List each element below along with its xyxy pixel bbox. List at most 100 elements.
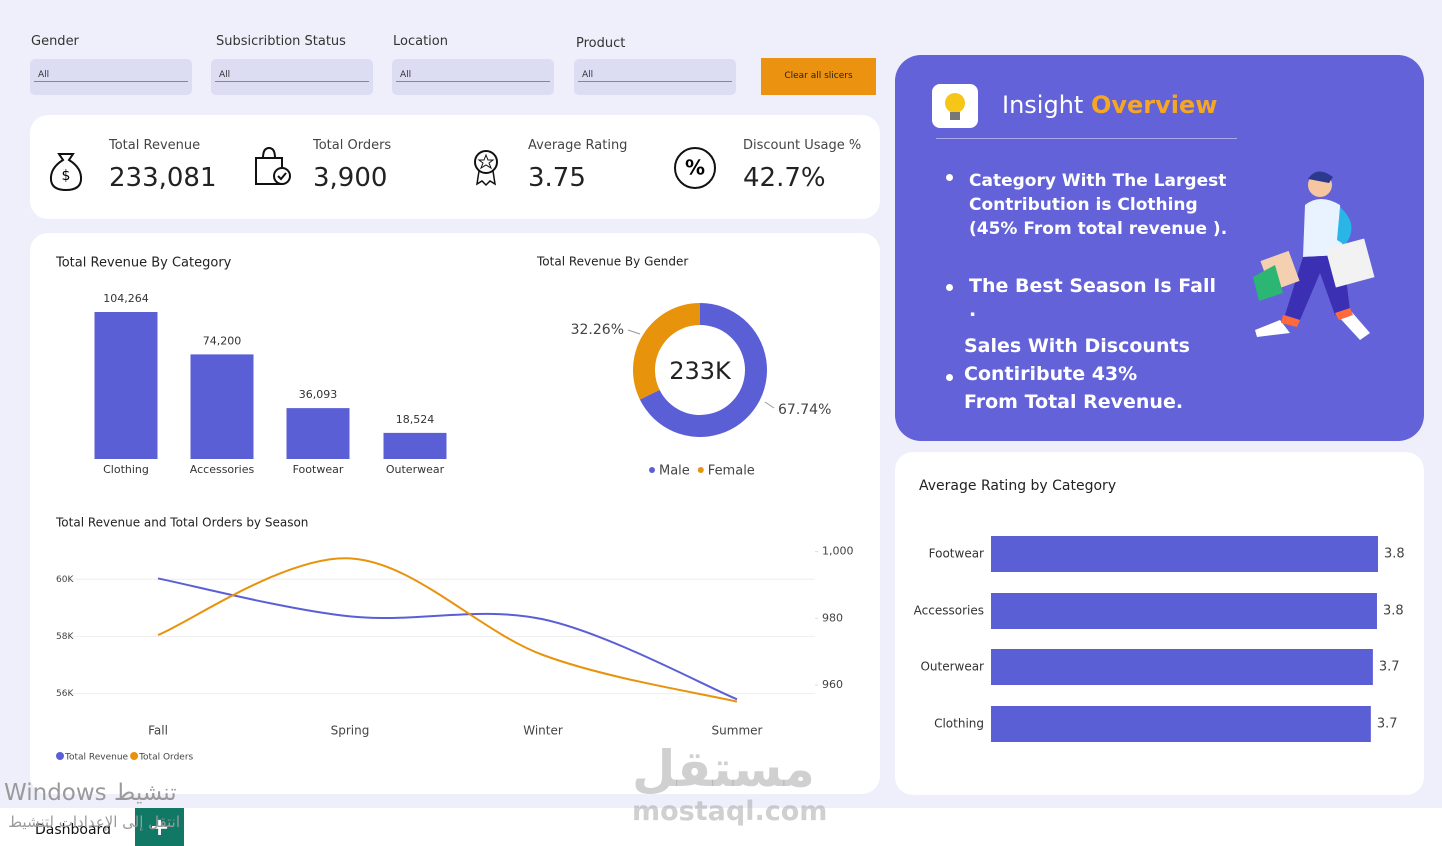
legend-marker xyxy=(697,467,704,473)
clear-button[interactable]: Clear all slicers xyxy=(761,58,876,95)
slicer-label: Gender xyxy=(31,34,79,49)
bar xyxy=(991,706,1371,742)
x-tick-label: Clothing xyxy=(103,463,149,476)
value-label: 18,524 xyxy=(396,413,435,426)
percent-icon: % xyxy=(674,147,716,189)
divider xyxy=(936,138,1237,139)
value-label: 36,093 xyxy=(299,388,338,401)
x-tick-label: Outerwear xyxy=(386,463,445,476)
slicer-value[interactable]: All xyxy=(34,62,188,82)
legend-marker xyxy=(130,752,139,760)
value-label: 74,200 xyxy=(203,334,242,347)
watermark: mostaql.com xyxy=(632,796,828,827)
slicer-value[interactable]: All xyxy=(396,62,550,82)
bar xyxy=(991,536,1378,572)
kpi-value: 3,900 xyxy=(313,163,388,193)
award-icon xyxy=(474,150,498,187)
bullet-dot xyxy=(946,174,953,181)
kpi-label: Discount Usage % xyxy=(743,138,862,153)
slicer-label: Product xyxy=(576,36,626,51)
kpi-value: 42.7% xyxy=(743,163,826,193)
insight-bullet: The Best Season Is Fall . xyxy=(969,275,1216,321)
slicer-value[interactable]: All xyxy=(215,62,369,82)
kpi-label: Total Revenue xyxy=(109,138,201,153)
insight-highlight: Overview xyxy=(1090,91,1218,119)
value-label: 3.8 xyxy=(1383,604,1404,619)
insight-title: Insight Overview xyxy=(1002,91,1217,119)
kpi-label: Total Orders xyxy=(313,138,392,153)
insight-title-text: Insight xyxy=(1002,91,1084,119)
donut-slice xyxy=(633,303,700,400)
svg-text:%: % xyxy=(685,156,705,180)
value-label: 3.7 xyxy=(1379,660,1400,675)
add-page-button[interactable]: + xyxy=(135,808,184,846)
slicer-value[interactable]: All xyxy=(578,62,732,82)
watermark: Windows تنشيط xyxy=(4,780,177,806)
insight-panel: Insight Overview Category With The Large… xyxy=(895,55,1424,441)
y-tick-label: Outerwear xyxy=(920,660,984,674)
x-tick-label: Fall xyxy=(148,724,168,738)
y-tick-label: Footwear xyxy=(929,547,984,561)
y2-tick-label: 980 xyxy=(822,611,843,624)
donut-center-label: 233K xyxy=(669,357,732,385)
page-tab[interactable]: Dashboard xyxy=(35,822,111,838)
bullet-dot xyxy=(946,284,953,291)
money-icon: $ xyxy=(49,153,83,192)
slicer[interactable]: All xyxy=(30,59,192,95)
watermark: مستقل xyxy=(632,740,815,798)
y-tick-label: 60K xyxy=(56,575,74,585)
leader-line xyxy=(764,401,775,409)
value-label: 32.26% xyxy=(571,322,624,338)
x-tick-label: Summer xyxy=(712,724,763,738)
bag-icon xyxy=(255,146,291,185)
value-label: 3.8 xyxy=(1384,547,1405,562)
chart-title: Total Revenue By Gender xyxy=(536,255,688,269)
slicer[interactable]: All xyxy=(392,59,554,95)
slicer[interactable]: All xyxy=(574,59,736,95)
leader-line xyxy=(627,329,641,335)
y-tick-label: Accessories xyxy=(914,604,984,618)
line-series xyxy=(157,557,738,703)
y2-tick-label: 960 xyxy=(822,678,843,691)
y-tick-label: 56K xyxy=(56,689,74,699)
y2-tick-label: 1,000 xyxy=(822,545,854,558)
x-tick-label: Footwear xyxy=(293,463,344,476)
kpi-value: 3.75 xyxy=(528,163,586,193)
slicer[interactable]: All xyxy=(211,59,373,95)
kpi-card xyxy=(30,115,880,219)
kpi-value: 233,081 xyxy=(109,163,217,193)
chart-title: Total Revenue By Category xyxy=(55,256,232,271)
chart-title: Total Revenue and Total Orders by Season xyxy=(55,516,308,530)
bullet-dot xyxy=(946,374,953,381)
bar xyxy=(383,432,447,459)
x-tick-label: Accessories xyxy=(190,463,255,476)
x-tick-label: Spring xyxy=(331,724,370,738)
legend-marker xyxy=(56,752,64,760)
insight-bullet: Category With The Largest Contribution i… xyxy=(969,171,1228,239)
legend-label: Male xyxy=(659,464,690,479)
y-tick-label: 58K xyxy=(56,632,74,642)
donut-slice xyxy=(639,303,768,437)
y-tick-label: Clothing xyxy=(934,717,984,731)
slicer-label: Location xyxy=(393,34,448,49)
insight-bullet: Sales With Discounts Contiribute 43% Fro… xyxy=(964,335,1190,413)
slicer-label: Subsicribtion Status xyxy=(216,34,346,49)
bar xyxy=(991,649,1373,685)
bulb-icon xyxy=(932,84,978,128)
legend-label: Total Revenue xyxy=(64,753,129,763)
bulb xyxy=(945,93,965,120)
legend-marker xyxy=(649,467,655,473)
bar xyxy=(286,408,350,459)
line-series xyxy=(157,577,738,701)
kpi-label: Average Rating xyxy=(528,138,628,153)
shopper-illustration xyxy=(1253,171,1375,340)
value-label: 67.74% xyxy=(778,402,831,418)
legend-label: Total Orders xyxy=(138,753,193,763)
svg-text:$: $ xyxy=(62,168,71,184)
tab-bar xyxy=(0,808,1442,846)
bar xyxy=(94,312,158,459)
value-label: 3.7 xyxy=(1377,717,1398,732)
chart-title: Average Rating by Category xyxy=(919,478,1116,494)
